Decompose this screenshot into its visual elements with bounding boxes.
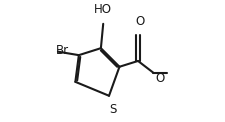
Text: O: O (155, 72, 165, 85)
Text: Br: Br (56, 44, 69, 57)
Text: HO: HO (94, 3, 112, 16)
Text: O: O (136, 15, 145, 28)
Text: S: S (109, 103, 116, 116)
